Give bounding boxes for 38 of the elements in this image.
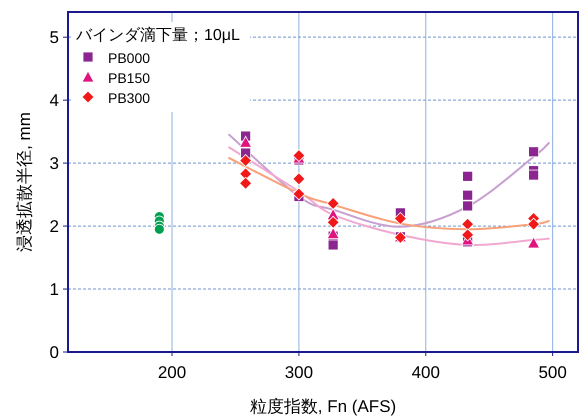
- point: [394, 212, 407, 225]
- point: [239, 154, 252, 167]
- point: [326, 197, 340, 210]
- point: [462, 190, 474, 201]
- line-series: [228, 134, 550, 228]
- x-axis-title: 粒度指数, Fn (AFS): [250, 397, 396, 416]
- point: [461, 218, 474, 231]
- y-axis-title: 浸透拡散半径, mm: [15, 112, 34, 252]
- point: [528, 146, 539, 158]
- y-tick-label: 5: [50, 28, 59, 48]
- point: [326, 227, 340, 240]
- point: [527, 236, 540, 248]
- x-tick-label: 300: [284, 363, 314, 382]
- point: [239, 176, 252, 190]
- point: [462, 200, 474, 212]
- point: [461, 228, 474, 242]
- point: [292, 188, 306, 200]
- legend-title: バインダ滴下量；10μL: [75, 26, 240, 44]
- point: [239, 136, 252, 148]
- y-tick-label: 4: [50, 91, 59, 110]
- x-tick-label: 500: [538, 363, 567, 382]
- y-tick-label: 1: [50, 280, 59, 300]
- x-tick-label: 400: [412, 363, 440, 382]
- point: [462, 170, 474, 182]
- x-tick-label: 200: [158, 363, 186, 382]
- point: [528, 170, 539, 180]
- legend-label: PB000: [108, 50, 150, 66]
- point: [292, 172, 306, 186]
- line-series: [228, 146, 550, 246]
- y-tick-label: 2: [50, 217, 59, 236]
- point: [154, 224, 165, 235]
- y-tick-label: 0: [50, 343, 59, 362]
- legend-label: PB300: [108, 90, 150, 106]
- point: [527, 218, 540, 231]
- point: [328, 240, 339, 250]
- legend-label: PB150: [108, 70, 150, 86]
- y-tick-label: 3: [50, 154, 59, 174]
- point: [326, 216, 340, 229]
